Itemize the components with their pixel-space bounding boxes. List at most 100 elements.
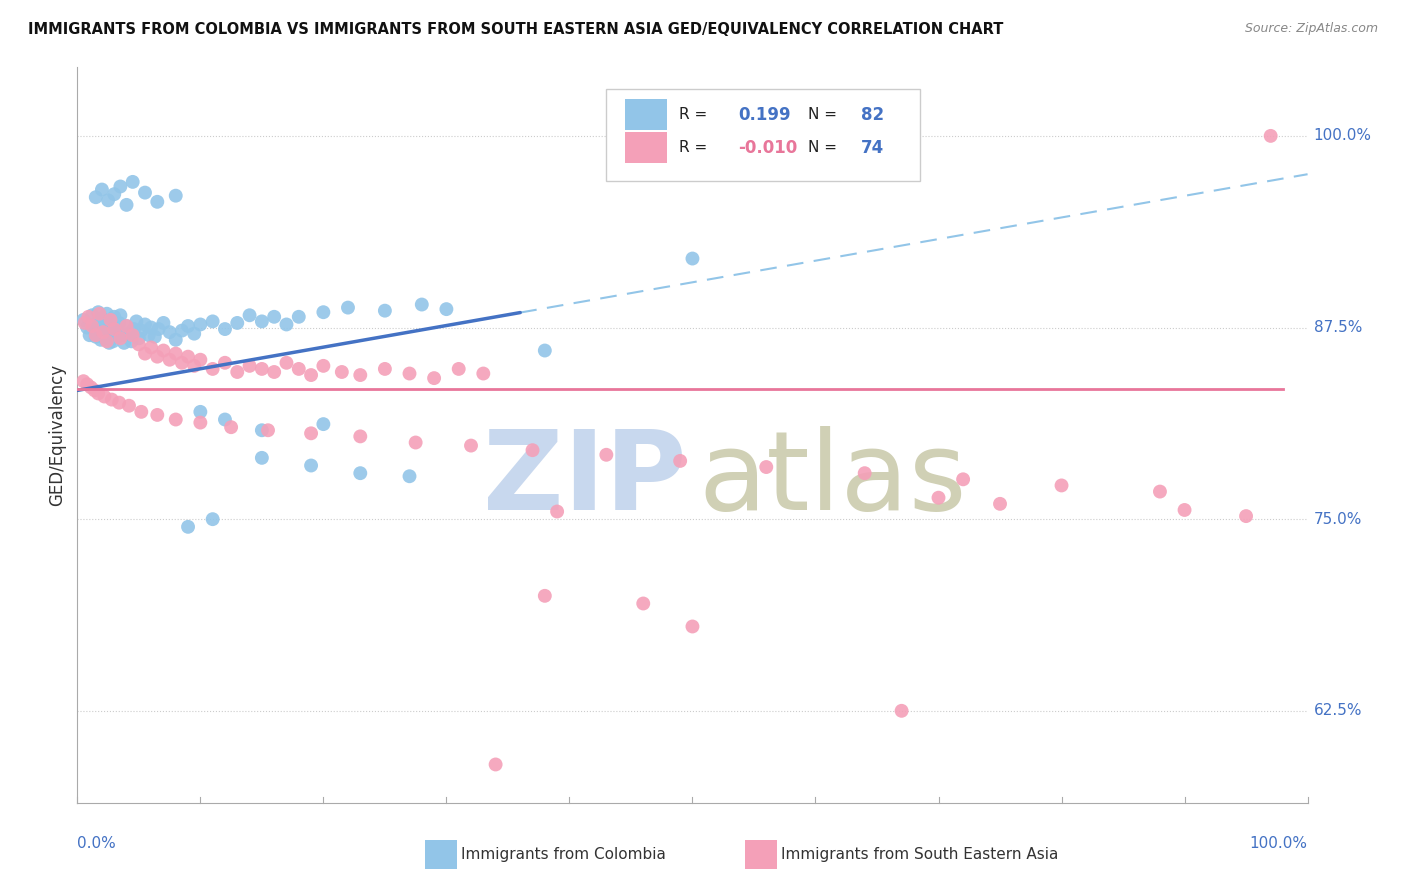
Point <box>79 328 101 343</box>
Point <box>485 757 508 772</box>
Point <box>84 328 107 343</box>
Point <box>93 390 115 404</box>
Point <box>87 386 110 401</box>
Point <box>330 365 353 379</box>
Point <box>138 328 160 343</box>
Point <box>1050 478 1073 492</box>
Point <box>165 188 187 202</box>
Point <box>89 307 111 321</box>
Point <box>121 175 143 189</box>
Point <box>183 359 205 373</box>
Point <box>87 305 110 319</box>
Point <box>101 392 124 407</box>
Point <box>250 362 273 376</box>
Point <box>103 187 125 202</box>
Point <box>111 328 132 343</box>
Point <box>288 362 311 376</box>
Point <box>97 194 120 208</box>
Point <box>105 329 128 343</box>
Point <box>312 359 335 373</box>
Point <box>101 334 124 349</box>
Point <box>165 333 187 347</box>
Point <box>1149 484 1171 499</box>
Point <box>755 460 778 475</box>
Point <box>188 318 212 332</box>
Point <box>80 380 103 394</box>
Point <box>226 316 249 330</box>
Y-axis label: GED/Equivalency: GED/Equivalency <box>48 364 66 506</box>
Point <box>121 334 143 349</box>
Point <box>682 619 704 633</box>
Point <box>349 429 371 443</box>
Point <box>125 314 148 328</box>
FancyBboxPatch shape <box>745 840 778 869</box>
Point <box>93 331 115 345</box>
Point <box>115 198 138 212</box>
Point <box>1174 503 1197 517</box>
Point <box>134 346 156 360</box>
Point <box>460 439 482 453</box>
Point <box>159 352 181 367</box>
Point <box>98 335 121 350</box>
Point <box>76 320 98 334</box>
Point <box>226 365 249 379</box>
Point <box>188 416 212 430</box>
Point <box>263 365 285 379</box>
Text: atlas: atlas <box>699 425 967 533</box>
Point <box>257 423 280 437</box>
Text: 62.5%: 62.5% <box>1313 703 1362 718</box>
Point <box>96 307 118 321</box>
Point <box>472 367 495 381</box>
Point <box>110 331 132 345</box>
Point <box>349 466 371 480</box>
Point <box>165 412 187 426</box>
Point <box>77 310 100 324</box>
Point <box>122 322 145 336</box>
Point <box>84 329 107 343</box>
Point <box>219 420 242 434</box>
Point <box>110 308 132 322</box>
Point <box>89 324 111 338</box>
FancyBboxPatch shape <box>606 89 920 181</box>
Point <box>170 324 193 338</box>
Point <box>201 512 224 526</box>
FancyBboxPatch shape <box>624 99 666 130</box>
Point <box>141 341 163 355</box>
Point <box>107 324 129 338</box>
Point <box>165 346 187 360</box>
Point <box>312 305 335 319</box>
Point <box>534 343 557 358</box>
Point <box>239 359 262 373</box>
Point <box>188 352 212 367</box>
Point <box>188 405 212 419</box>
Point <box>108 395 131 409</box>
Point <box>90 182 114 196</box>
Point <box>398 367 420 381</box>
FancyBboxPatch shape <box>624 132 666 163</box>
Point <box>299 458 322 473</box>
Point <box>276 318 298 332</box>
Point <box>890 704 912 718</box>
Point <box>83 384 105 398</box>
Point <box>214 356 236 370</box>
Point <box>110 179 132 194</box>
Point <box>349 368 371 382</box>
Point <box>276 356 298 370</box>
Point <box>143 329 166 343</box>
Text: ZIP: ZIP <box>482 425 686 533</box>
FancyBboxPatch shape <box>426 840 457 869</box>
Point <box>405 435 427 450</box>
Point <box>94 318 117 332</box>
Point <box>299 426 322 441</box>
Point <box>263 310 285 324</box>
Text: 75.0%: 75.0% <box>1313 512 1362 526</box>
Point <box>146 350 169 364</box>
Point <box>103 310 125 324</box>
Text: 100.0%: 100.0% <box>1250 836 1308 851</box>
Point <box>146 194 169 209</box>
Point <box>299 368 322 382</box>
Point <box>214 322 236 336</box>
Text: 0.199: 0.199 <box>738 106 790 124</box>
Point <box>115 318 138 333</box>
Point <box>214 412 236 426</box>
